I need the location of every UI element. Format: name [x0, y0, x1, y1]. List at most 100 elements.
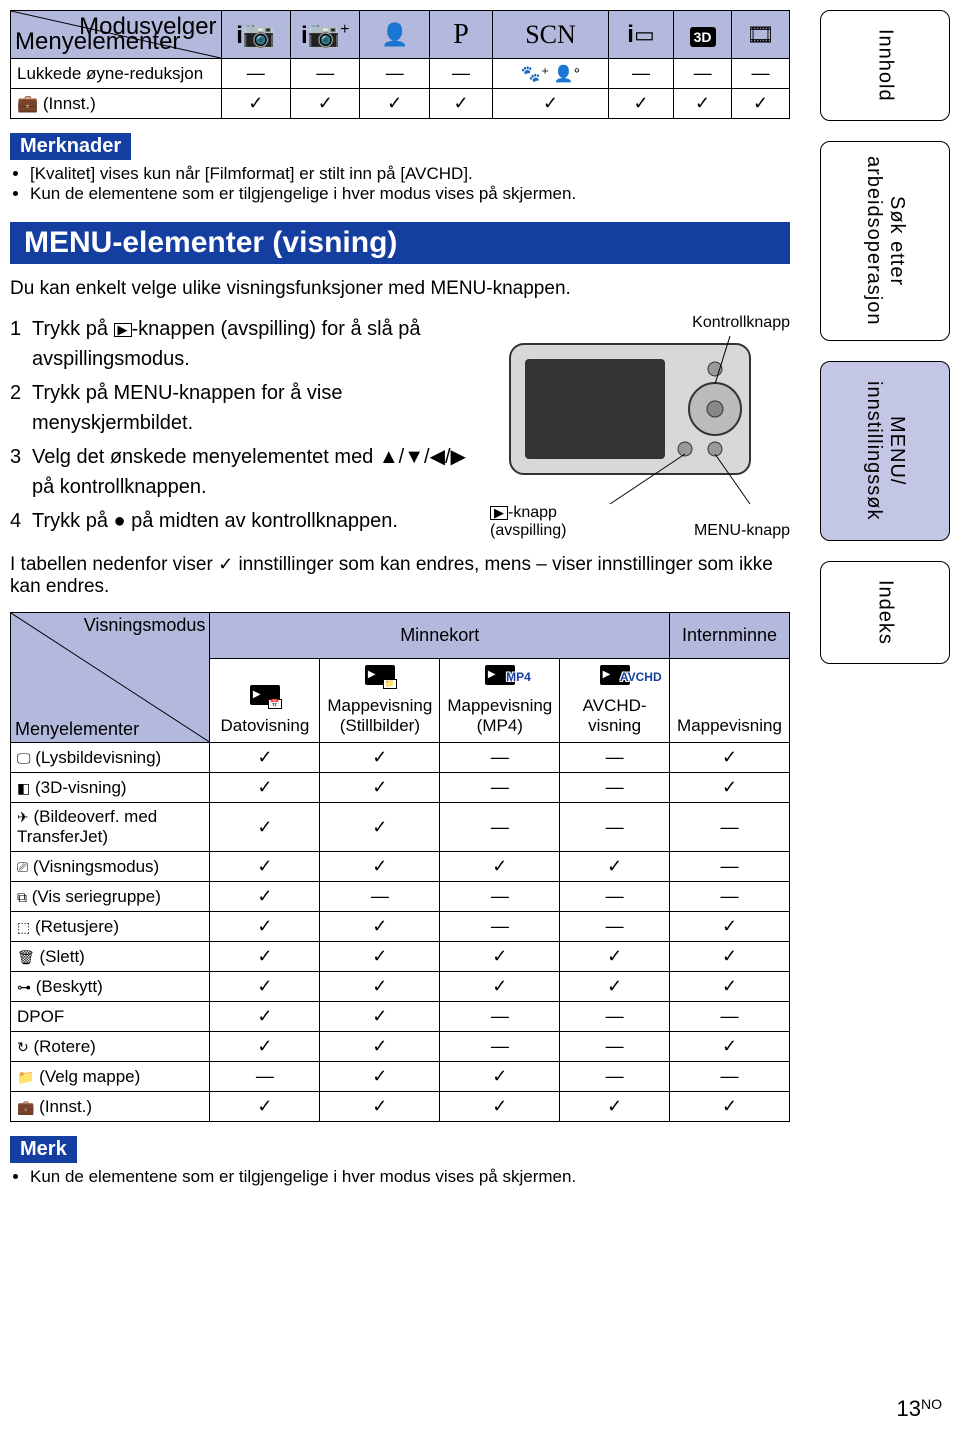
cell: ✓	[320, 803, 440, 852]
row-redeye: Lukkede øyne-reduksjon	[11, 59, 222, 89]
mode-scn: SCN	[493, 11, 609, 59]
col-dato: 📅 Datovisning	[210, 659, 320, 743]
step-3: Velg det ønskede menyelementet med ▲/▼/◀…	[32, 442, 476, 502]
cell: —	[360, 59, 429, 89]
sidetab-sok[interactable]: arbeidsoperasjonSøk etter	[820, 141, 950, 341]
cell: ✓	[210, 942, 320, 972]
cell: ✓	[320, 1032, 440, 1062]
avchd-tag: AVCHD	[620, 667, 662, 687]
h-visn: Visningsmodus	[84, 615, 206, 636]
cell: —	[440, 1032, 560, 1062]
cell: —	[560, 882, 670, 912]
cell: ✓	[669, 743, 789, 773]
cell: ✓	[669, 773, 789, 803]
sidetab-indeks[interactable]: Indeks	[820, 561, 950, 664]
t4: Indeks	[874, 580, 897, 645]
diag-header-2: Visningsmodus Menyelementer	[11, 613, 210, 743]
t2b: arbeidsoperasjon	[863, 156, 885, 325]
cell: —	[560, 1032, 670, 1062]
table-row-label: DPOF	[11, 1002, 210, 1032]
cell: —	[560, 1002, 670, 1032]
play-icon: ▶	[490, 506, 508, 520]
merk-1: Kun de elementene som er tilgjengelige i…	[30, 1167, 790, 1187]
cell: ✓	[493, 89, 609, 119]
table-intro: I tabellen nedenfor viser ✓ innstillinge…	[10, 554, 790, 598]
cell: —	[674, 59, 732, 89]
t2a: Søk etter	[886, 196, 908, 286]
table-row-label: ⧉ (Vis seriegruppe)	[11, 882, 210, 912]
c1: Datovisning	[220, 716, 309, 735]
cell: ✓	[440, 852, 560, 882]
cell: ✓	[320, 743, 440, 773]
cell: —	[669, 803, 789, 852]
cell: ✓	[732, 89, 790, 119]
ti-a: I tabellen nedenfor viser	[10, 554, 218, 575]
l1: -knapp	[508, 504, 557, 521]
cell: —	[560, 743, 670, 773]
cell: ✓	[440, 1092, 560, 1122]
cell: ✓	[560, 942, 670, 972]
cell: —	[669, 852, 789, 882]
diag-bottom: Menyelementer	[15, 28, 180, 56]
cell: ✓	[210, 1032, 320, 1062]
cell: —	[669, 1062, 789, 1092]
merknader-badge: Merknader	[10, 133, 131, 160]
cell: —	[440, 882, 560, 912]
innst-label: (Innst.)	[38, 94, 96, 113]
cell: ✓	[669, 912, 789, 942]
cell: ✓	[291, 89, 360, 119]
c3: Mappevisning (MP4)	[447, 696, 552, 735]
cell: —	[560, 912, 670, 942]
pn: 13	[897, 1396, 921, 1421]
cell: ✓	[669, 1092, 789, 1122]
cell: ✓	[320, 912, 440, 942]
cell: ✓	[210, 882, 320, 912]
cell: ✓	[210, 972, 320, 1002]
cell: ✓	[210, 803, 320, 852]
cell: —	[221, 59, 290, 89]
table-row-label: 🖵 (Lysbildevisning)	[11, 743, 210, 773]
row-icon: 📁	[17, 1069, 34, 1085]
table-row-label: ↻ (Rotere)	[11, 1032, 210, 1062]
merk-list: Kun de elementene som er tilgjengelige i…	[16, 1167, 790, 1187]
cell: ✓	[669, 972, 789, 1002]
camera-label-play: ▶-knapp(avspilling)	[490, 504, 566, 540]
cell: —	[440, 1002, 560, 1032]
row-innst: 💼 (Innst.)	[11, 89, 222, 119]
mode-isweep: i▭	[608, 11, 673, 59]
cell: —	[669, 882, 789, 912]
cell: ✓	[320, 972, 440, 1002]
note-2: Kun de elementene som er tilgjengelige i…	[30, 184, 790, 204]
diag-header: Modusvelger Menyelementer	[11, 11, 222, 59]
steps-list: 1Trykk på ▶-knappen (avspilling) for å s…	[10, 314, 476, 540]
col-mappe-intern: Mappevisning	[669, 659, 789, 743]
table-row-label: 📁 (Velg mappe)	[11, 1062, 210, 1092]
cell: ✓	[669, 942, 789, 972]
mode-p: P	[429, 11, 492, 59]
merknader-list: [Kvalitet] vises kun når [Filmformat] er…	[16, 164, 790, 204]
cell: ✓	[320, 852, 440, 882]
cell: ✓	[210, 852, 320, 882]
h-minne: Minnekort	[210, 613, 670, 659]
sidetab-menu[interactable]: innstillingssøkMENU/	[820, 361, 950, 541]
cell: ✓	[210, 743, 320, 773]
mode-movie: 🎞	[732, 11, 790, 59]
cell: ✓	[360, 89, 429, 119]
toolbox-icon: 💼	[17, 94, 38, 113]
table-row-label: ⎚ (Visningsmodus)	[11, 852, 210, 882]
sidetab-innhold[interactable]: Innhold	[820, 10, 950, 121]
calendar-icon: 📅	[268, 699, 282, 709]
cell: ✓	[560, 972, 670, 1002]
cell: ✓	[669, 1032, 789, 1062]
viewing-table: Visningsmodus Menyelementer Minnekort In…	[10, 612, 790, 1122]
cell: ✓	[440, 1062, 560, 1092]
mode-table: Modusvelger Menyelementer i📷 i📷+ 👤 P SCN…	[10, 10, 790, 119]
cell: —	[440, 912, 560, 942]
row-icon: ⊶	[17, 979, 31, 995]
cell: ✓	[210, 773, 320, 803]
table-row-label: ⬚ (Retusjere)	[11, 912, 210, 942]
camera-label-menu: MENU-knapp	[694, 522, 790, 540]
mode-3d: 3D	[674, 11, 732, 59]
row-icon: ↻	[17, 1039, 29, 1055]
cell: ✓	[320, 1002, 440, 1032]
